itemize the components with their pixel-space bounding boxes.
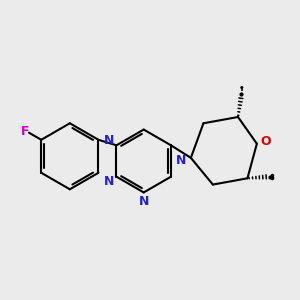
Text: N: N — [139, 195, 149, 208]
Text: N: N — [104, 134, 114, 147]
Text: N: N — [104, 175, 114, 188]
Text: •: • — [240, 88, 244, 94]
Text: N: N — [176, 154, 186, 166]
Text: F: F — [21, 124, 29, 138]
Text: ●: ● — [239, 85, 243, 90]
Text: O: O — [260, 135, 271, 148]
